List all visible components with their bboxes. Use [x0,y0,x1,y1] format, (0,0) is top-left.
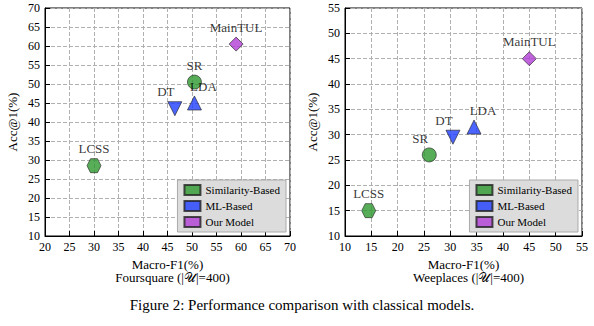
svg-text:30: 30 [328,128,340,142]
svg-text:30: 30 [28,153,40,167]
svg-text:Macro-F1(%): Macro-F1(%) [427,256,500,272]
svg-text:Our Model: Our Model [205,216,254,228]
svg-text:20: 20 [28,191,40,205]
svg-text:45: 45 [162,240,174,254]
svg-text:10: 10 [28,229,40,243]
svg-text:LCSS: LCSS [78,141,109,156]
svg-text:40: 40 [328,77,340,91]
svg-text:20: 20 [328,178,340,192]
svg-text:30: 30 [444,240,456,254]
svg-text:35: 35 [328,102,340,116]
svg-text:DT: DT [157,84,174,99]
svg-text:15: 15 [28,210,40,224]
svg-text:Acc@1(%): Acc@1(%) [5,93,20,152]
svg-text:Acc@1(%): Acc@1(%) [305,93,320,152]
svg-text:MainTUL: MainTUL [503,34,556,49]
svg-text:50: 50 [550,240,562,254]
svg-text:65: 65 [28,20,40,34]
svg-text:50: 50 [186,240,198,254]
svg-text:LCSS: LCSS [353,186,384,201]
svg-text:45: 45 [328,52,340,66]
svg-text:40: 40 [497,240,509,254]
svg-text:50: 50 [328,26,340,40]
svg-text:25: 25 [64,240,76,254]
svg-text:DT: DT [435,113,452,128]
svg-text:70: 70 [28,1,40,15]
svg-text:Similarity-Based: Similarity-Based [497,184,572,196]
svg-text:LDA: LDA [470,103,497,118]
svg-text:20: 20 [392,240,404,254]
svg-text:55: 55 [328,1,340,15]
svg-text:Weeplaces (|𝒰|=400): Weeplaces (|𝒰|=400) [413,270,524,285]
svg-text:25: 25 [418,240,430,254]
svg-text:Foursquare (|𝒰|=400): Foursquare (|𝒰|=400) [115,270,229,285]
svg-text:55: 55 [211,240,223,254]
svg-text:10: 10 [339,240,351,254]
svg-text:15: 15 [365,240,377,254]
svg-text:35: 35 [28,134,40,148]
svg-text:Macro-F1(%): Macro-F1(%) [131,256,204,272]
svg-text:25: 25 [328,153,340,167]
svg-text:55: 55 [28,58,40,72]
svg-text:65: 65 [260,240,272,254]
svg-text:10: 10 [328,229,340,243]
svg-text:ML-Based: ML-Based [497,200,545,212]
svg-text:55: 55 [576,240,588,254]
svg-text:45: 45 [523,240,535,254]
svg-text:Similarity-Based: Similarity-Based [205,184,280,196]
svg-text:25: 25 [28,172,40,186]
svg-text:40: 40 [137,240,149,254]
svg-text:Figure 2: Performance comparis: Figure 2: Performance comparison with cl… [130,297,475,313]
svg-text:45: 45 [28,96,40,110]
svg-text:35: 35 [471,240,483,254]
svg-text:Our Model: Our Model [497,216,546,228]
svg-text:15: 15 [328,204,340,218]
svg-text:LDA: LDA [190,79,217,94]
svg-text:MainTUL: MainTUL [210,20,263,35]
svg-text:30: 30 [88,240,100,254]
svg-text:SR: SR [186,58,202,73]
svg-text:60: 60 [235,240,247,254]
svg-text:SR: SR [412,131,428,146]
svg-text:50: 50 [28,77,40,91]
svg-text:35: 35 [113,240,125,254]
svg-text:60: 60 [28,39,40,53]
svg-text:40: 40 [28,115,40,129]
svg-text:70: 70 [284,240,296,254]
svg-text:ML-Based: ML-Based [205,200,253,212]
svg-text:20: 20 [39,240,51,254]
